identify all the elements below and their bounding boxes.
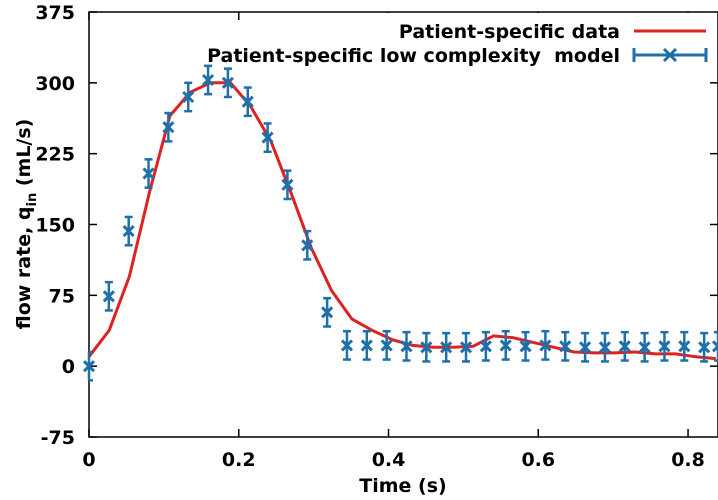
data-point-model — [241, 86, 254, 118]
point-marker — [82, 360, 96, 373]
y-tick-label: 150 — [35, 215, 75, 237]
point-marker — [142, 167, 155, 180]
point-marker — [598, 341, 611, 354]
point-marker — [711, 340, 718, 353]
y-tick-label: 75 — [49, 285, 75, 307]
data-point-model — [142, 158, 155, 189]
data-point-model — [340, 329, 354, 361]
point-marker — [618, 340, 631, 353]
x-axis-title: Time (s) — [359, 475, 446, 497]
data-point-model — [499, 329, 512, 361]
y-axis-title-unit: (mL/s) — [13, 119, 35, 193]
point-marker — [698, 341, 711, 354]
series-layer — [82, 64, 718, 382]
data-point-model — [221, 67, 234, 99]
data-point-model — [301, 229, 314, 261]
data-point-model — [711, 330, 718, 362]
legend-swatch-model — [632, 47, 708, 63]
point-marker — [380, 339, 393, 352]
y-axis-title-subscript: in — [25, 193, 40, 207]
point-marker — [499, 339, 512, 352]
data-point-model — [539, 329, 552, 361]
y-axis-title: flow rate, qin (mL/s) — [13, 119, 40, 330]
legend-label-model: Patient-specific low complexity model — [207, 45, 620, 67]
data-point-model — [678, 330, 691, 362]
point-marker — [202, 73, 215, 87]
data-point-model — [202, 64, 215, 96]
data-point-model — [400, 330, 413, 362]
x-axis-ticks: 0 0.2 0.4 0.6 0.8 — [82, 12, 705, 471]
point-marker — [459, 341, 473, 354]
point-marker — [281, 178, 294, 191]
point-marker — [658, 340, 671, 353]
data-point-model — [598, 331, 611, 363]
point-marker — [102, 290, 115, 303]
data-point-model — [360, 329, 373, 361]
point-marker — [420, 341, 433, 354]
point-marker — [221, 76, 234, 89]
plot-frame — [88, 11, 718, 438]
point-marker — [678, 340, 691, 353]
y-axis-ticks: -75 0 75 150 225 300 375 — [35, 2, 718, 449]
y-tick-label: 375 — [35, 2, 75, 24]
y-tick-label: 0 — [62, 356, 75, 378]
x-tick-label: 0.4 — [372, 449, 406, 471]
data-point-model — [559, 330, 572, 362]
data-point-model — [618, 330, 631, 362]
x-tick-label: 0.6 — [521, 449, 555, 471]
data-point-model — [102, 280, 115, 312]
point-marker — [579, 341, 592, 354]
y-axis-title-main: flow rate, q — [13, 206, 35, 329]
point-marker — [182, 90, 195, 104]
data-point-model — [261, 122, 274, 154]
data-point-model — [162, 111, 175, 143]
data-point-model — [182, 81, 195, 113]
point-marker — [519, 340, 532, 353]
point-marker — [360, 339, 373, 352]
point-marker — [162, 121, 175, 134]
data-point-model — [82, 350, 96, 382]
x-tick-label: 0 — [82, 449, 95, 471]
point-marker — [638, 341, 651, 354]
series-line-data — [87, 81, 716, 361]
point-marker — [559, 340, 572, 353]
point-marker — [479, 340, 492, 353]
data-point-model — [479, 330, 492, 362]
data-point-model — [380, 329, 393, 361]
legend: Patient-specific data Patient-specific l… — [207, 13, 717, 67]
svg-text:flow rate, qin (mL/s): flow rate, qin (mL/s) — [13, 119, 40, 330]
data-point-model — [459, 331, 473, 363]
data-point-model — [321, 296, 334, 328]
point-marker — [400, 340, 413, 353]
point-marker — [261, 131, 274, 144]
x-tick-label: 0.2 — [222, 449, 256, 471]
point-marker — [539, 339, 552, 352]
x-tick-label: 0.8 — [671, 449, 705, 471]
point-marker — [340, 339, 354, 352]
point-marker — [321, 306, 334, 319]
y-tick-label: 225 — [35, 144, 75, 166]
legend-label-data: Patient-specific data — [399, 21, 620, 43]
point-marker — [241, 95, 254, 108]
legend-background — [375, 13, 717, 67]
y-tick-label: 300 — [35, 73, 75, 95]
data-point-model — [638, 331, 651, 363]
point-marker — [301, 239, 314, 252]
point-marker — [440, 341, 453, 354]
data-point-model — [698, 331, 711, 363]
data-point-model — [440, 331, 453, 363]
data-point-model — [579, 331, 592, 363]
data-point-model — [420, 331, 433, 363]
data-point-model — [519, 330, 532, 362]
y-tick-label: -75 — [41, 427, 75, 449]
data-point-model — [281, 169, 294, 201]
point-marker — [122, 225, 135, 238]
data-point-model — [122, 215, 135, 247]
data-point-model — [658, 330, 671, 362]
